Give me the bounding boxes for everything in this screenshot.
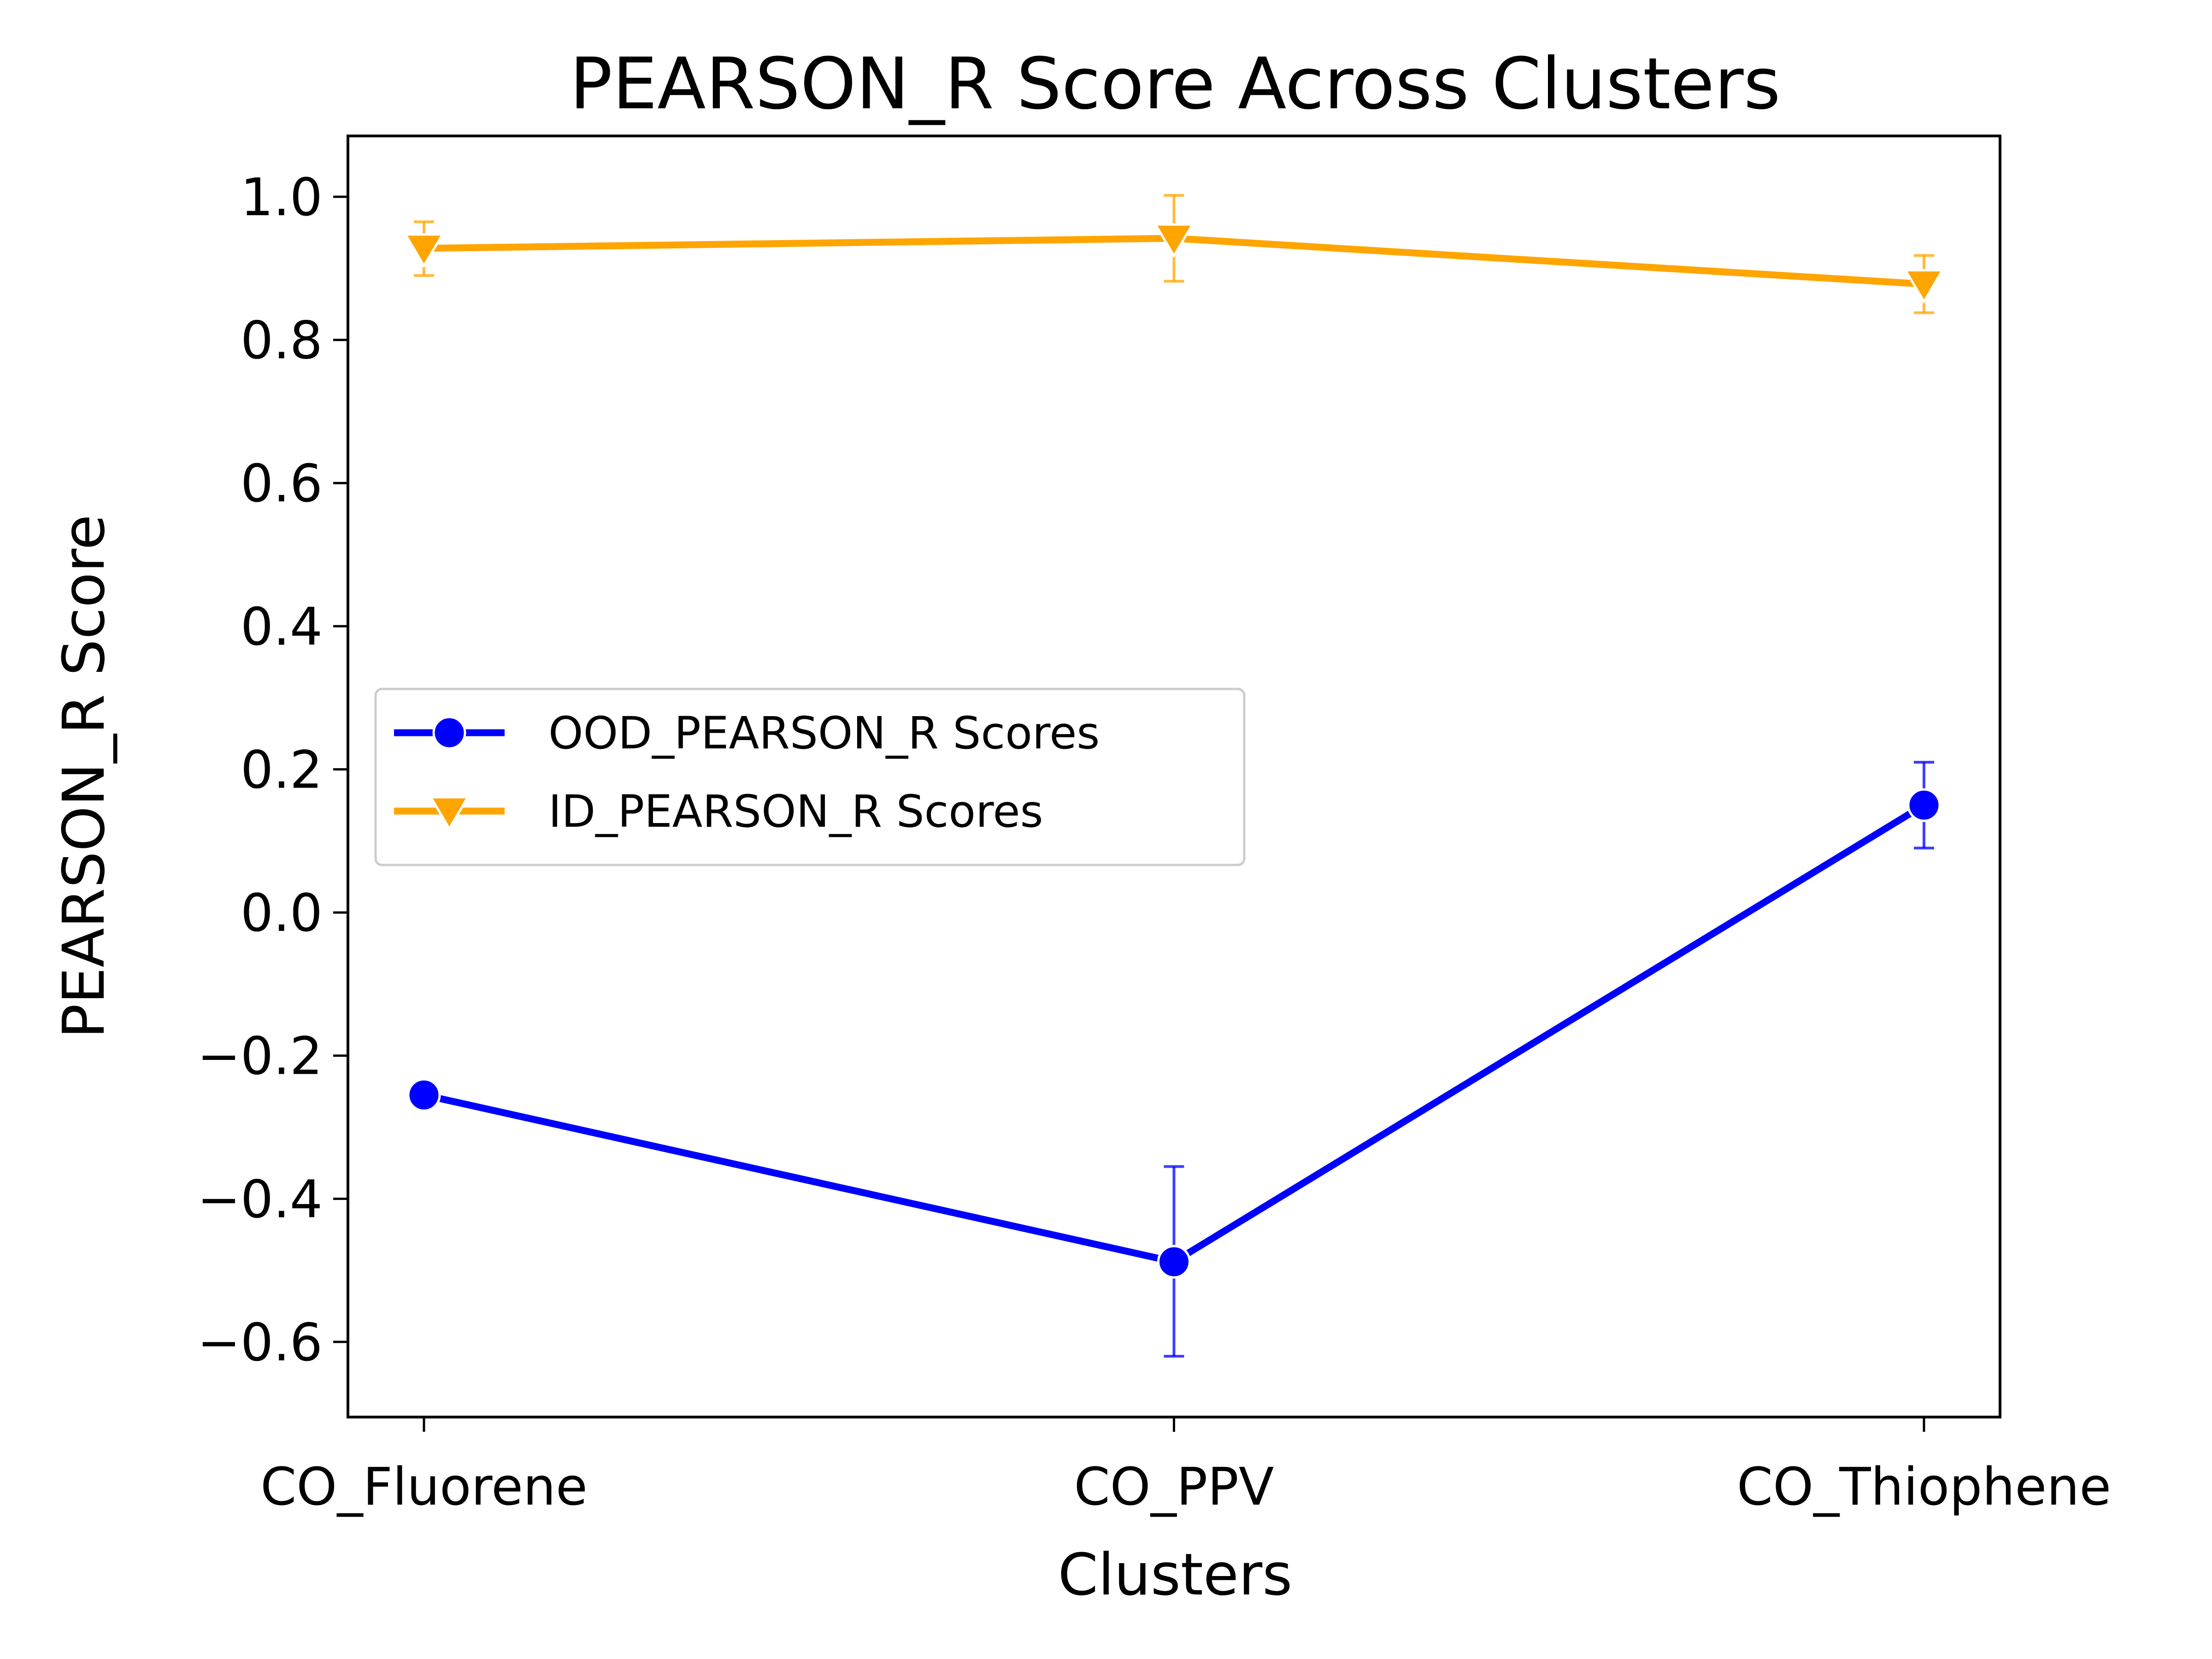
y-tick-label: 0.8: [241, 311, 323, 371]
data-point: [1153, 223, 1194, 259]
y-tick-label: −0.6: [197, 1313, 323, 1373]
y-tick-label: 0.4: [241, 597, 323, 657]
x-axis-label: Clusters: [1058, 1541, 1293, 1608]
data-point: [403, 233, 445, 268]
y-tick-label: −0.4: [197, 1170, 323, 1230]
x-tick-label: CO_PPV: [1074, 1457, 1274, 1517]
legend-label: OOD_PEARSON_R Scores: [548, 707, 1100, 759]
x-tick-label: CO_Fluorene: [260, 1457, 588, 1517]
legend-label: ID_PEARSON_R Scores: [548, 786, 1043, 837]
y-axis-label: PEARSON_R Score: [51, 514, 118, 1038]
x-tick-label: CO_Thiophene: [1737, 1457, 2111, 1517]
series-1: [403, 194, 1945, 314]
data-point: [1903, 269, 1945, 304]
series-0: [407, 760, 1941, 1358]
legend: OOD_PEARSON_R Scores ID_PEARSON_R Scores: [374, 688, 1246, 866]
legend-marker: [429, 796, 470, 831]
legend-entry: ID_PEARSON_R Scores: [394, 786, 1043, 837]
legend-marker: [432, 716, 466, 750]
y-tick-label: −0.2: [197, 1027, 323, 1087]
legend-box: [374, 688, 1246, 866]
chart-title: PEARSON_R Score Across Clusters: [570, 43, 1781, 125]
plot-area: −0.6 −0.4 −0.2 0.0 0.2 0.4 0.6 0.8 1.0 CO_Fluoren…: [197, 135, 2111, 1517]
data-point: [1907, 788, 1941, 822]
legend-entry: OOD_PEARSON_R Scores: [394, 707, 1100, 759]
data-point: [1157, 1245, 1191, 1279]
y-tick-label: 0.0: [241, 883, 323, 943]
y-tick-label: 0.2: [241, 740, 323, 800]
y-tick-label: 1.0: [241, 168, 323, 228]
y-tick-label: 0.6: [241, 454, 323, 514]
data-point: [407, 1078, 441, 1112]
